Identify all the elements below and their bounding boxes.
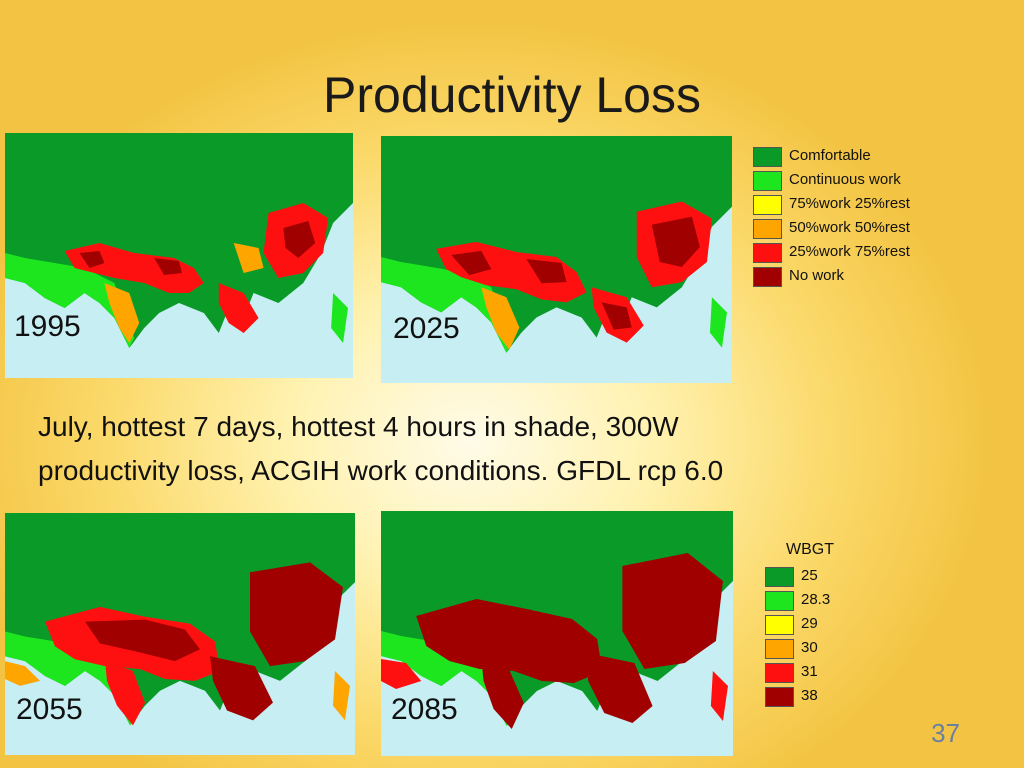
legend-swatch bbox=[753, 219, 782, 239]
page-number: 37 bbox=[931, 718, 960, 748]
map-2055 bbox=[5, 513, 355, 755]
legend-swatch bbox=[753, 243, 782, 263]
legend-label: 31 bbox=[801, 663, 818, 680]
legend-work-conditions: Comfortable Continuous work 75%work 25%r… bbox=[753, 147, 953, 297]
legend-label: 38 bbox=[801, 687, 818, 704]
heat-map-graphic bbox=[5, 133, 353, 348]
legend-label: 30 bbox=[801, 639, 818, 656]
caption: July, hottest 7 days, hottest 4 hours in… bbox=[38, 405, 968, 493]
legend-label: 29 bbox=[801, 615, 818, 632]
heat-map-graphic bbox=[381, 511, 733, 729]
legend-swatch bbox=[753, 195, 782, 215]
year-label-1995: 1995 bbox=[14, 310, 81, 343]
legend-label: 25%work 75%rest bbox=[789, 243, 910, 260]
legend-label: 25 bbox=[801, 567, 818, 584]
legend-swatch bbox=[765, 663, 794, 683]
legend-swatch bbox=[753, 171, 782, 191]
legend-wbgt: 25 28.3 29 30 31 38 bbox=[765, 567, 885, 712]
legend-swatch bbox=[765, 615, 794, 635]
legend-wbgt-title: WBGT bbox=[786, 541, 834, 558]
year-label-2085: 2085 bbox=[391, 693, 458, 726]
legend-label: 50%work 50%rest bbox=[789, 219, 910, 236]
legend-label: 75%work 25%rest bbox=[789, 195, 910, 212]
year-label-2055: 2055 bbox=[16, 693, 83, 726]
heat-map-graphic bbox=[5, 513, 355, 726]
legend-label: Comfortable bbox=[789, 147, 871, 164]
legend-label: No work bbox=[789, 267, 845, 284]
legend-swatch bbox=[753, 267, 782, 287]
heat-map-graphic bbox=[381, 136, 732, 353]
legend-swatch bbox=[765, 591, 794, 611]
legend-swatch bbox=[765, 687, 794, 707]
caption-line-1: July, hottest 7 days, hottest 4 hours in… bbox=[38, 411, 679, 442]
slide-title: Productivity Loss bbox=[323, 67, 701, 123]
legend-swatch bbox=[765, 567, 794, 587]
map-1995 bbox=[5, 133, 353, 378]
map-2085 bbox=[381, 511, 733, 756]
year-label-2025: 2025 bbox=[393, 312, 460, 345]
map-2025 bbox=[381, 136, 732, 383]
legend-label: 28.3 bbox=[801, 591, 831, 608]
caption-line-2: productivity loss, ACGIH work conditions… bbox=[38, 455, 724, 486]
legend-swatch bbox=[753, 147, 782, 167]
legend-label: Continuous work bbox=[789, 171, 901, 188]
legend-swatch bbox=[765, 639, 794, 659]
